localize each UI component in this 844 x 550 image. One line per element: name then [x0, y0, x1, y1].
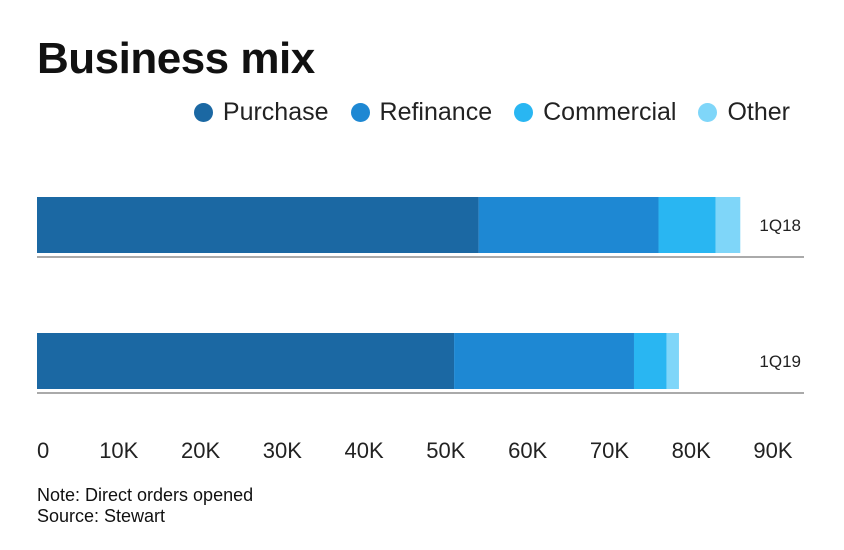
x-tick-label: 80K — [672, 438, 711, 463]
note-text: Note: Direct orders opened — [37, 485, 254, 505]
bar-segment-purchase-1q19 — [37, 333, 455, 389]
legend-swatch-purchase — [193, 103, 213, 122]
chart-plot: 1Q18 1Q19 0 10K 20K 30K 40K 50K 60K 70K 80K 90K — [37, 197, 804, 463]
bar-segment-commercial-1q19 — [633, 333, 667, 389]
legend-swatch-other — [698, 103, 718, 122]
bar-segment-other-1q18 — [715, 197, 741, 253]
bar-segment-purchase-1q18 — [37, 197, 479, 253]
legend-swatch-refinance — [350, 103, 370, 122]
chart-title: Business mix — [37, 34, 315, 83]
legend: Purchase Refinance Commercial Other — [193, 98, 790, 127]
legend-label-purchase: Purchase — [222, 98, 329, 126]
x-tick-label: 40K — [345, 438, 384, 463]
chart-notes: Note: Direct orders opened Source: Stewa… — [37, 485, 253, 527]
legend-swatch-commercial — [514, 103, 534, 122]
legend-label-other: Other — [727, 98, 790, 126]
legend-label-refinance: Refinance — [379, 98, 493, 126]
bar-segment-commercial-1q18 — [658, 197, 716, 253]
x-tick-label: 50K — [426, 438, 465, 463]
x-tick-label: 30K — [263, 438, 302, 463]
source-text: Source: Stewart — [37, 506, 166, 526]
legend-item-refinance: Refinance — [350, 98, 493, 127]
bar-segment-refinance-1q18 — [478, 197, 659, 253]
category-label-1q19: 1Q19 — [759, 352, 801, 371]
x-tick-label: 70K — [590, 438, 629, 463]
legend-item-other: Other — [698, 98, 790, 127]
x-tick-label: 20K — [181, 438, 220, 463]
x-tick-label: 60K — [508, 438, 547, 463]
legend-item-commercial: Commercial — [514, 98, 676, 127]
bar-segment-other-1q19 — [666, 333, 679, 389]
bar-segment-refinance-1q19 — [454, 333, 634, 389]
x-tick-label: 10K — [99, 438, 138, 463]
x-tick-label: 90K — [753, 438, 792, 463]
legend-label-commercial: Commercial — [543, 98, 677, 126]
x-tick-label: 0 — [37, 438, 49, 463]
legend-item-purchase: Purchase — [193, 98, 329, 127]
category-label-1q18: 1Q18 — [759, 216, 801, 235]
